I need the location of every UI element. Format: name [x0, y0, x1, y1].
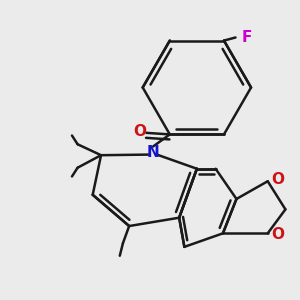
Text: O: O [133, 124, 146, 139]
Text: F: F [241, 30, 251, 45]
Text: O: O [271, 227, 284, 242]
Text: N: N [147, 145, 160, 160]
Text: O: O [271, 172, 284, 187]
